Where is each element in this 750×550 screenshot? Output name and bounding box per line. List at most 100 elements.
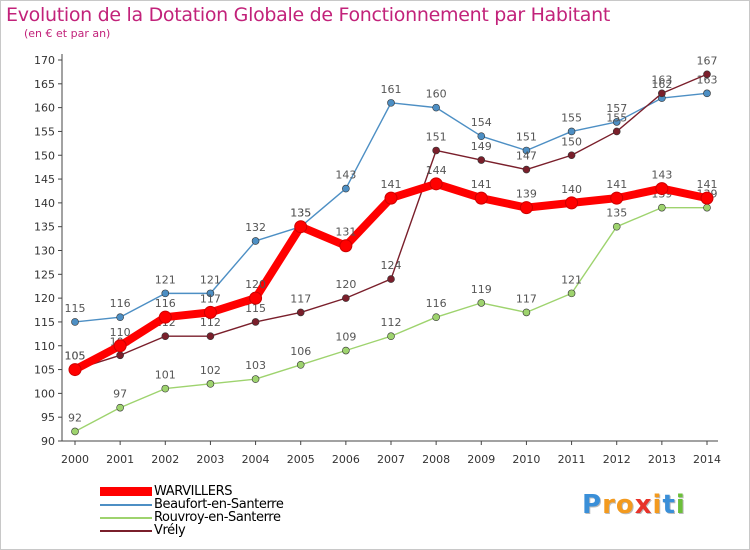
data-label: 116 xyxy=(426,297,447,310)
data-label: 120 xyxy=(335,278,356,291)
data-point xyxy=(161,384,170,393)
data-label: 135 xyxy=(606,207,627,220)
data-point xyxy=(703,89,711,98)
data-point xyxy=(203,305,217,319)
x-tick-label: 2004 xyxy=(242,453,270,466)
x-tick-label: 2010 xyxy=(512,453,540,466)
x-tick-label: 2008 xyxy=(422,453,450,466)
logo-letter: P xyxy=(582,490,603,520)
data-point xyxy=(116,313,124,321)
data-point xyxy=(477,156,486,164)
data-point xyxy=(477,132,486,140)
data-label: 141 xyxy=(471,178,492,191)
data-label: 161 xyxy=(381,83,402,96)
data-label: 117 xyxy=(290,292,311,305)
y-tick-label: 145 xyxy=(34,173,55,186)
data-label: 132 xyxy=(245,221,266,234)
data-label: 112 xyxy=(381,316,402,329)
data-label: 131 xyxy=(335,226,356,239)
data-label: 155 xyxy=(561,111,582,124)
data-point xyxy=(249,291,263,305)
x-tick-label: 2009 xyxy=(467,453,495,466)
data-label: 109 xyxy=(335,331,356,344)
data-label: 163 xyxy=(651,73,672,86)
data-label: 143 xyxy=(651,169,672,182)
data-label: 115 xyxy=(245,302,266,315)
chart-subtitle: (en € et par an) xyxy=(24,27,111,40)
legend-item-beaufort: Beaufort-en-Santerre xyxy=(100,497,284,512)
data-point xyxy=(703,70,711,79)
data-point xyxy=(251,318,260,326)
legend-label: Vrély xyxy=(154,523,186,538)
data-label: 160 xyxy=(426,88,447,101)
legend-swatch xyxy=(100,529,152,532)
x-tick-label: 2001 xyxy=(106,453,134,466)
y-tick-label: 120 xyxy=(34,292,55,305)
logo-letter: i xyxy=(652,490,663,520)
data-point xyxy=(474,191,488,205)
data-label: 141 xyxy=(697,178,718,191)
y-tick-label: 150 xyxy=(34,149,55,162)
x-tick-label: 2013 xyxy=(648,453,676,466)
legend-label: Rouvroy-en-Santerre xyxy=(154,510,281,525)
data-point xyxy=(71,318,79,326)
logo-letter: o xyxy=(615,490,635,520)
data-point xyxy=(658,89,666,98)
data-point xyxy=(522,165,531,174)
data-point xyxy=(113,339,127,353)
data-label: 106 xyxy=(290,345,311,358)
data-label: 121 xyxy=(200,273,221,286)
data-point xyxy=(612,222,621,231)
data-point xyxy=(296,308,305,317)
data-label: 135 xyxy=(290,207,311,220)
y-tick-label: 165 xyxy=(34,78,55,91)
y-tick-label: 105 xyxy=(34,364,55,377)
x-tick-label: 2006 xyxy=(332,453,360,466)
legend-swatch xyxy=(100,503,152,506)
data-label: 110 xyxy=(110,326,131,339)
data-point xyxy=(612,118,621,126)
y-tick-label: 125 xyxy=(34,268,55,281)
y-tick-label: 140 xyxy=(34,197,55,210)
data-point xyxy=(296,360,305,369)
legend-label: Beaufort-en-Santerre xyxy=(154,497,284,512)
data-label: 140 xyxy=(561,183,582,196)
data-label: 115 xyxy=(65,302,86,315)
data-point xyxy=(655,182,669,196)
data-label: 102 xyxy=(200,364,221,377)
data-label: 119 xyxy=(471,283,492,296)
data-point xyxy=(658,203,666,212)
y-tick-label: 130 xyxy=(34,245,55,258)
legend-label: WARVILLERS xyxy=(154,484,233,499)
data-label: 141 xyxy=(381,178,402,191)
data-point xyxy=(68,363,82,377)
data-point xyxy=(429,177,443,191)
data-label: 101 xyxy=(155,369,176,382)
data-point xyxy=(342,294,350,302)
y-tick-label: 95 xyxy=(41,411,55,424)
data-point xyxy=(522,146,531,155)
data-point xyxy=(339,239,353,253)
x-tick-label: 2000 xyxy=(61,453,89,466)
data-point xyxy=(116,403,124,412)
x-tick-label: 2011 xyxy=(558,453,586,466)
data-point xyxy=(161,289,170,298)
logo-letter: x xyxy=(634,490,653,520)
data-label: 116 xyxy=(155,297,176,310)
x-tick-label: 2012 xyxy=(603,453,631,466)
data-label: 105 xyxy=(65,350,86,363)
data-point xyxy=(71,427,79,436)
data-point xyxy=(432,313,440,321)
data-label: 121 xyxy=(561,273,582,286)
line-chart: 90 95 100 105 110 115 120 125 130 135 140 145 150 155… xyxy=(34,54,721,466)
chart-title: Evolution de la Dotation Globale de Fonc… xyxy=(6,4,611,26)
x-tick-label: 2014 xyxy=(693,453,721,466)
data-point xyxy=(116,351,124,360)
data-label: 135 xyxy=(290,207,311,220)
data-point xyxy=(251,375,260,383)
data-point xyxy=(342,346,350,355)
x-tick-label: 2003 xyxy=(196,453,224,466)
data-label: 147 xyxy=(516,150,537,163)
data-point xyxy=(432,103,440,112)
